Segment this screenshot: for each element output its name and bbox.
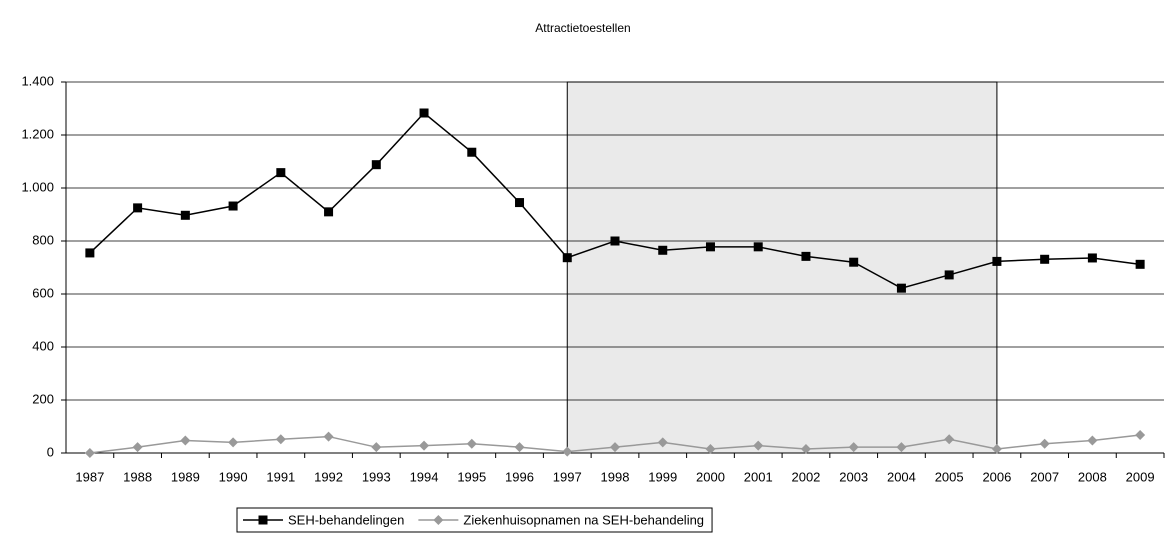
legend-label: Ziekenhuisopnamen na SEH-behandeling <box>463 512 704 527</box>
y-tick-label: 0 <box>47 444 54 459</box>
data-point <box>133 203 143 213</box>
data-point <box>753 242 763 252</box>
data-point <box>275 434 286 445</box>
x-tick-label: 2006 <box>982 469 1011 484</box>
data-point <box>514 442 525 453</box>
data-point <box>180 435 191 446</box>
x-tick-label: 1988 <box>123 469 152 484</box>
data-point <box>324 207 334 217</box>
x-tick-label: 2003 <box>839 469 868 484</box>
data-point <box>466 438 477 449</box>
x-tick-label: 1990 <box>219 469 248 484</box>
x-tick-label: 1997 <box>553 469 582 484</box>
x-tick-label: 2004 <box>887 469 916 484</box>
data-point <box>1135 429 1146 440</box>
data-point <box>323 431 334 442</box>
x-tick-label: 2002 <box>791 469 820 484</box>
data-point <box>610 236 620 246</box>
x-tick-label: 1996 <box>505 469 534 484</box>
data-point <box>992 256 1002 266</box>
x-tick-label: 1992 <box>314 469 343 484</box>
data-point <box>896 442 907 453</box>
data-point <box>1087 253 1097 263</box>
data-point <box>800 444 811 455</box>
x-tick-label: 1994 <box>410 469 439 484</box>
data-point <box>944 270 954 280</box>
y-tick-label: 400 <box>32 338 54 353</box>
x-tick-label: 1999 <box>648 469 677 484</box>
y-tick-label: 1.000 <box>21 179 54 194</box>
x-tick-label: 2000 <box>696 469 725 484</box>
data-point <box>801 251 811 261</box>
data-point <box>658 245 668 255</box>
legend-marker <box>258 515 268 525</box>
y-tick-label: 1.200 <box>21 126 54 141</box>
x-tick-label: 2001 <box>744 469 773 484</box>
y-tick-label: 1.400 <box>21 73 54 88</box>
x-tick-label: 1993 <box>362 469 391 484</box>
data-point <box>467 147 477 157</box>
data-point <box>85 248 95 258</box>
data-point <box>1135 259 1145 269</box>
data-point <box>1040 254 1050 264</box>
y-tick-label: 600 <box>32 285 54 300</box>
data-point <box>944 434 955 445</box>
data-point <box>371 160 381 170</box>
data-point <box>419 440 430 451</box>
data-point <box>276 168 286 178</box>
x-tick-label: 1998 <box>601 469 630 484</box>
data-point <box>419 108 429 118</box>
x-tick-label: 2007 <box>1030 469 1059 484</box>
data-point <box>705 242 715 252</box>
x-tick-label: 2009 <box>1126 469 1155 484</box>
data-point <box>1087 435 1098 446</box>
data-point <box>657 437 668 448</box>
x-tick-label: 2005 <box>935 469 964 484</box>
x-tick-label: 1987 <box>75 469 104 484</box>
legend-box <box>236 507 713 533</box>
chart-title: Attractietoestellen <box>535 21 630 35</box>
x-tick-label: 1991 <box>266 469 295 484</box>
x-tick-label: 2008 <box>1078 469 1107 484</box>
y-tick-label: 800 <box>32 232 54 247</box>
data-point <box>562 446 573 457</box>
legend-label: SEH-behandelingen <box>288 512 404 527</box>
data-point <box>849 257 859 267</box>
y-tick-label: 200 <box>32 391 54 406</box>
data-point <box>705 444 716 455</box>
data-point <box>228 437 239 448</box>
data-point <box>610 442 620 453</box>
data-point <box>228 201 238 211</box>
data-point <box>515 198 525 208</box>
shaded-region <box>566 81 998 454</box>
data-point <box>753 440 764 451</box>
data-point <box>84 448 95 458</box>
data-point <box>1039 438 1050 449</box>
legend-marker <box>433 515 444 525</box>
x-tick-label: 1995 <box>457 469 486 484</box>
legend: SEH-behandelingen Ziekenhuisopnamen na SE… <box>236 507 713 533</box>
data-point <box>991 444 1002 455</box>
data-point <box>180 210 190 220</box>
data-point <box>132 442 143 453</box>
data-point <box>562 253 572 263</box>
data-point <box>371 442 382 453</box>
x-tick-label: 1989 <box>171 469 200 484</box>
data-point <box>848 442 859 453</box>
data-point <box>896 283 906 293</box>
